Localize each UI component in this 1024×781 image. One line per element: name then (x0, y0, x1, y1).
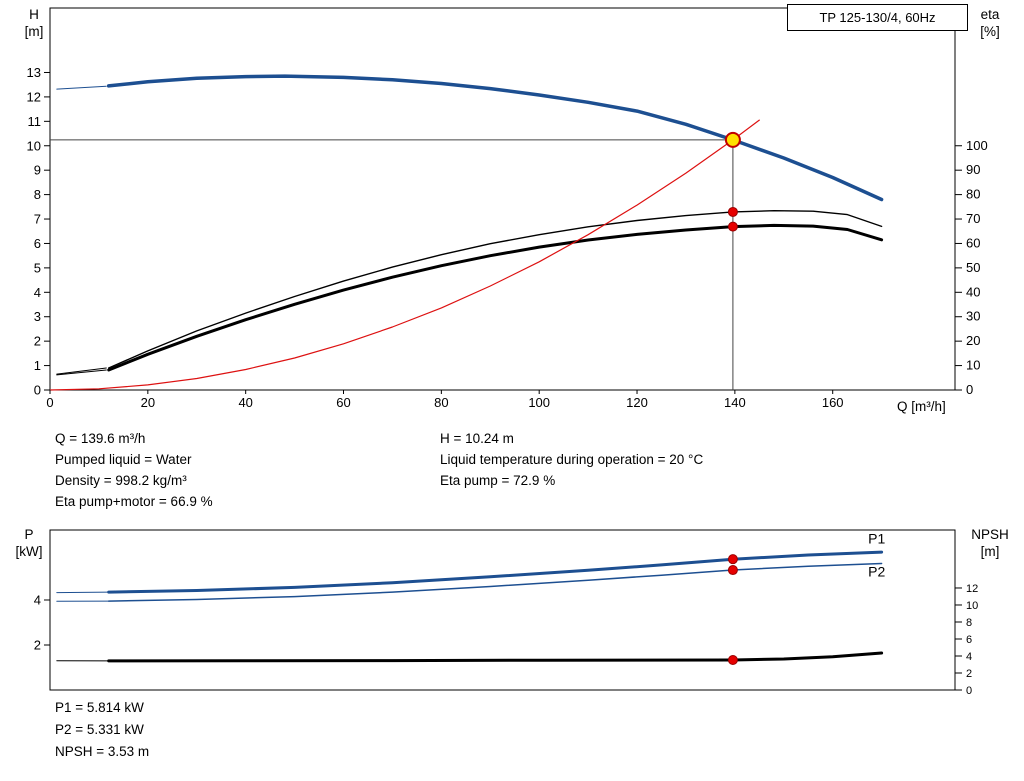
x-tick-label: 140 (724, 395, 746, 410)
annotation-eta-pump: Eta pump = 72.9 % (440, 473, 556, 488)
power-axis-symbol: P (24, 527, 34, 542)
x-tick-label: 80 (434, 395, 448, 410)
y-tick-label: 4 (34, 592, 41, 607)
npsh-axis-symbol: NPSH (971, 527, 1009, 542)
npsh-point (727, 654, 738, 665)
annotation-liquid-temperature: Liquid temperature during operation = 20… (440, 452, 704, 467)
y2-tick-label: 50 (966, 260, 980, 275)
y2-tick-label: 100 (966, 138, 988, 153)
y2-tick-label: 10 (966, 600, 978, 612)
power-readout: P1 = 5.814 kW P2 = 5.331 kW NPSH = 3.53 … (55, 697, 149, 763)
system-curve (49, 119, 760, 391)
annotation-p1: P1 = 5.814 kW (55, 700, 144, 715)
annotation-density: Density = 998.2 kg/m³ (55, 473, 187, 488)
annotation-pumped-liquid: Pumped liquid = Water (55, 452, 192, 467)
x-tick-label: 60 (336, 395, 350, 410)
annotation-p2: P2 = 5.331 kW (55, 722, 144, 737)
y2-tick-label: 12 (966, 583, 978, 595)
p1-curve (107, 550, 884, 594)
y2-tick-label: 0 (966, 685, 972, 697)
eta-axis-symbol: eta (980, 7, 1000, 22)
x-tick-label: 100 (528, 395, 550, 410)
p2-point (727, 565, 738, 576)
eta-pump-motor-point (727, 221, 738, 232)
pump-model-label: TP 125-130/4, 60Hz (819, 10, 936, 25)
annotation-npsh: NPSH = 3.53 m (55, 744, 150, 759)
p2-curve (107, 562, 883, 602)
y-tick-label: 9 (34, 163, 41, 178)
flow-axis-label: Q [m³/h] (897, 399, 946, 414)
x-tick-label: 160 (822, 395, 844, 410)
power-axis-unit: [kW] (15, 544, 43, 559)
annotation-flow: Q = 139.6 m³/h (55, 431, 146, 446)
y2-tick-label: 60 (966, 235, 980, 250)
y2-tick-label: 40 (966, 284, 980, 299)
y-tick-label: 0 (34, 383, 41, 398)
y-tick-label: 6 (34, 236, 41, 251)
head-axis-unit: [m] (24, 24, 44, 39)
head-axis-symbol: H (29, 7, 39, 22)
y2-tick-label: 20 (966, 333, 980, 348)
eta-axis-unit: [%] (980, 24, 1000, 39)
duty-readout-col1: Q = 139.6 m³/h Pumped liquid = Water Den… (55, 428, 213, 512)
y-tick-label: 12 (27, 89, 41, 104)
plot-frame (49, 7, 956, 391)
npsh-axis-label: NPSH [m] (958, 526, 1022, 560)
power-npsh-chart: 2 4 0 2 4 6 8 10 12 P1 P2 (34, 529, 978, 697)
y-tick-label: 2 (34, 334, 41, 349)
npsh-axis-unit: [m] (980, 544, 1000, 559)
curve-label-p1: P1 (868, 531, 885, 547)
y2-tick-label: 2 (966, 668, 972, 680)
y2-tick-label: 8 (966, 617, 972, 629)
y-tick-label: 4 (34, 285, 41, 300)
y2-tick-label: 80 (966, 187, 980, 202)
y2-tick-label: 4 (966, 651, 972, 663)
pump-curve (106, 74, 884, 202)
pump-model-box: TP 125-130/4, 60Hz (787, 4, 968, 31)
head-axis-label: H [m] (14, 6, 54, 40)
duty-readout-col2: H = 10.24 m Liquid temperature during op… (440, 428, 703, 491)
y-tick-label: 2 (34, 637, 41, 652)
annotation-head: H = 10.24 m (440, 431, 514, 446)
eta-pump-motor-curve (107, 223, 884, 372)
eta-pump-curve (107, 209, 883, 369)
pump-curve-lead (56, 85, 107, 90)
p1-lead (56, 591, 110, 594)
plot-frame (49, 529, 956, 691)
y-tick-label: 3 (34, 309, 41, 324)
x-tick-label: 20 (141, 395, 155, 410)
p1-point (727, 554, 738, 565)
y2-tick-label: 0 (966, 382, 973, 397)
duty-point (724, 131, 741, 148)
eta-pump-motor-lead (56, 369, 107, 376)
x-tick-label: 120 (626, 395, 648, 410)
y-tick-label: 10 (27, 138, 41, 153)
eta-pump-point (727, 206, 738, 217)
hq-efficiency-chart: 0 20 40 60 80 100 120 140 1600123456789101112130… (27, 7, 988, 410)
x-tick-label: 0 (46, 395, 53, 410)
y-tick-label: 1 (34, 358, 41, 373)
eta-pump-lead (56, 367, 107, 375)
y2-tick-label: 70 (966, 211, 980, 226)
npsh-curve (107, 651, 884, 663)
y-tick-label: 11 (28, 114, 42, 129)
y2-tick-label: 90 (966, 162, 980, 177)
y2-tick-label: 30 (966, 309, 980, 324)
x-tick-label: 40 (238, 395, 252, 410)
curve-label-p2: P2 (868, 563, 885, 579)
eta-axis-label: eta [%] (963, 6, 1017, 40)
annotation-eta-pump-motor: Eta pump+motor = 66.9 % (55, 494, 213, 509)
y2-tick-label: 6 (966, 634, 972, 646)
y-tick-label: 13 (27, 65, 41, 80)
y-tick-label: 5 (34, 260, 41, 275)
y2-tick-label: 10 (966, 358, 980, 373)
y-tick-label: 7 (34, 212, 41, 227)
power-axis-label: P [kW] (6, 526, 52, 560)
y-tick-label: 8 (34, 187, 41, 202)
